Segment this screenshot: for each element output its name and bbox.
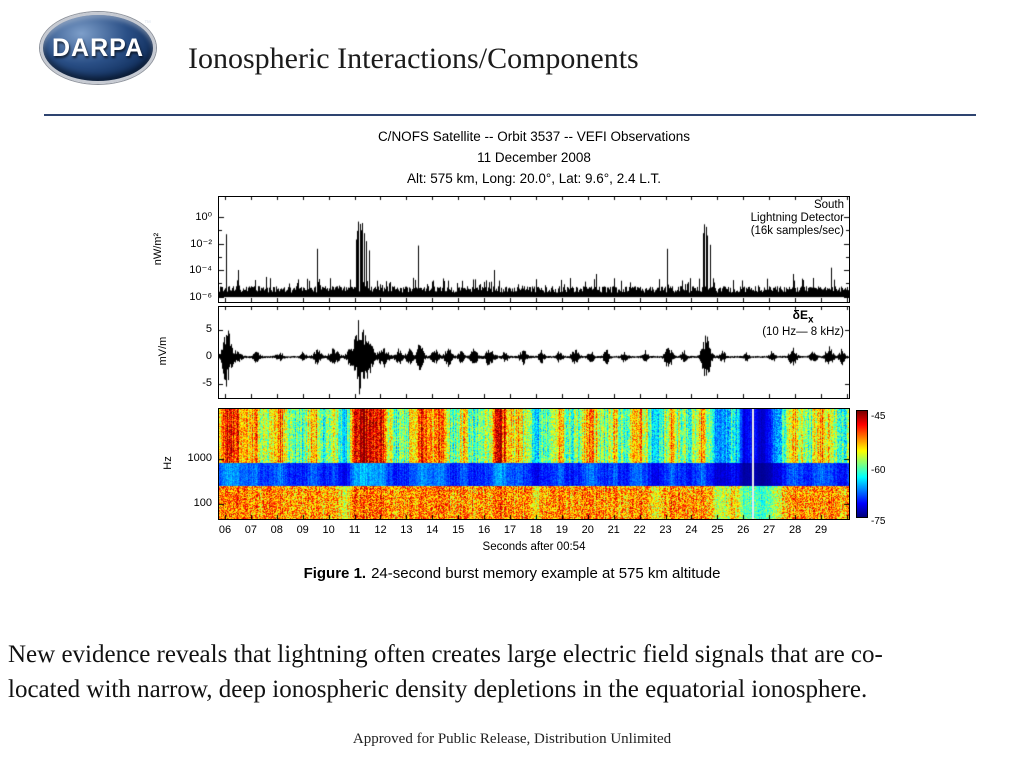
x-tick-label: 26: [737, 524, 750, 536]
annotation-line: (16k samples/sec): [750, 225, 844, 237]
lightning-y-tick-label: 10⁻⁴: [189, 264, 212, 276]
efield-y-tick-label: -5: [202, 377, 212, 389]
x-tick-label: 23: [659, 524, 672, 536]
efield-y-tick-label: 5: [205, 323, 212, 335]
figure-title-location: Alt: 575 km, Long: 20.0°, Lat: 9.6°, 2.4…: [407, 171, 661, 186]
x-tick-label: 21: [607, 524, 620, 536]
trademark-symbol: ™: [144, 20, 151, 27]
efield-y-ticks: 5 0 -5: [160, 307, 214, 398]
efield-annotation: δEx (10 Hz— 8 kHz): [762, 309, 844, 339]
figure-caption-text: 24-second burst memory example at 575 km…: [371, 565, 721, 582]
slide-title: Ionospheric Interactions/Components: [188, 42, 639, 75]
x-tick-label: 29: [814, 524, 828, 536]
x-tick-label: 10: [322, 524, 335, 536]
x-tick-label: 13: [400, 524, 413, 536]
x-tick-label: 18: [529, 524, 543, 536]
annotation-line: δEx: [792, 308, 814, 326]
colorbar: [856, 410, 868, 518]
body-text-line: New evidence reveals that lightning ofte…: [8, 641, 883, 668]
figure-caption: Figure 1. 24-second burst memory example …: [0, 565, 1024, 582]
efield-y-tick-label: 0: [205, 350, 212, 362]
x-tick-label: 17: [503, 524, 517, 536]
lightning-annotation: South Lightning Detector (16k samples/se…: [751, 199, 844, 238]
spectrogram-canvas: [219, 409, 849, 519]
x-axis-label: Seconds after 00:54: [482, 541, 586, 553]
x-tick-label: 19: [555, 524, 569, 536]
figure-title-line1: C/NOFS Satellite -- Orbit 3537 -- VEFI O…: [377, 129, 691, 144]
x-tick-label: 12: [374, 524, 387, 536]
x-tick-label: 11: [348, 524, 361, 536]
x-tick-label: 25: [711, 524, 724, 536]
darpa-logo-text: DARPA: [51, 33, 145, 62]
colorbar-tick-label: -75: [871, 516, 886, 527]
lightning-panel: South Lightning Detector (16k samples/se…: [218, 196, 850, 303]
x-tick-labels: 06 07 08 09 10 11 12 13 14 15 16 17 18 19 20 21 22 23 24 25…: [219, 524, 849, 538]
colorbar-tick-label: -45: [871, 411, 886, 422]
darpa-logo: DARPA ™: [40, 12, 156, 84]
figure-caption-number: Figure 1.: [303, 565, 367, 582]
x-tick-label: 15: [452, 524, 465, 536]
x-tick-label: 27: [763, 524, 776, 536]
lightning-y-tick-label: 10⁰: [195, 211, 212, 223]
lightning-y-tick-label: 10⁻⁶: [189, 290, 212, 303]
x-tick-label: 07: [244, 524, 258, 536]
colorbar-canvas: [857, 411, 867, 517]
colorbar-tick-label: -60: [871, 465, 886, 476]
spectrogram-panel: [218, 408, 850, 520]
x-tick-label: 06: [218, 524, 232, 536]
x-tick-label: 20: [581, 524, 594, 536]
annotation-line: Lightning Detector: [750, 212, 844, 224]
body-text: New evidence reveals that lightning ofte…: [8, 637, 1020, 707]
annotation-line: South: [813, 199, 844, 211]
spectrogram-y-tick-label: 100: [193, 497, 212, 509]
annotation-line: (10 Hz— 8 kHz): [762, 326, 844, 339]
efield-panel: δEx (10 Hz— 8 kHz): [218, 306, 850, 399]
lightning-y-tick-label: 10⁻²: [190, 237, 212, 250]
footer-release-statement: Approved for Public Release, Distributio…: [352, 731, 672, 747]
x-tick-label: 08: [270, 524, 283, 536]
lightning-y-ticks: 10⁰ 10⁻² 10⁻⁴ 10⁻⁶: [160, 197, 214, 303]
x-tick-label: 22: [633, 524, 646, 536]
x-tick-label: 16: [477, 524, 491, 536]
spectrogram-y-ticks: 1000 100: [160, 409, 214, 519]
x-tick-label: 24: [685, 524, 698, 536]
colorbar-ticks: -45 -60 -75: [871, 404, 901, 527]
x-tick-label: 28: [788, 524, 802, 536]
x-tick-label: 09: [296, 524, 309, 536]
lightning-canvas: [219, 197, 849, 302]
x-tick-label: 14: [426, 524, 439, 536]
header-divider: [44, 114, 976, 116]
efield-canvas: [219, 307, 849, 398]
figure-title-date: 11 December 2008: [477, 150, 591, 165]
body-text-line: located with narrow, deep ionospheric de…: [8, 676, 868, 703]
spectrogram-y-tick-label: 1000: [187, 452, 212, 464]
